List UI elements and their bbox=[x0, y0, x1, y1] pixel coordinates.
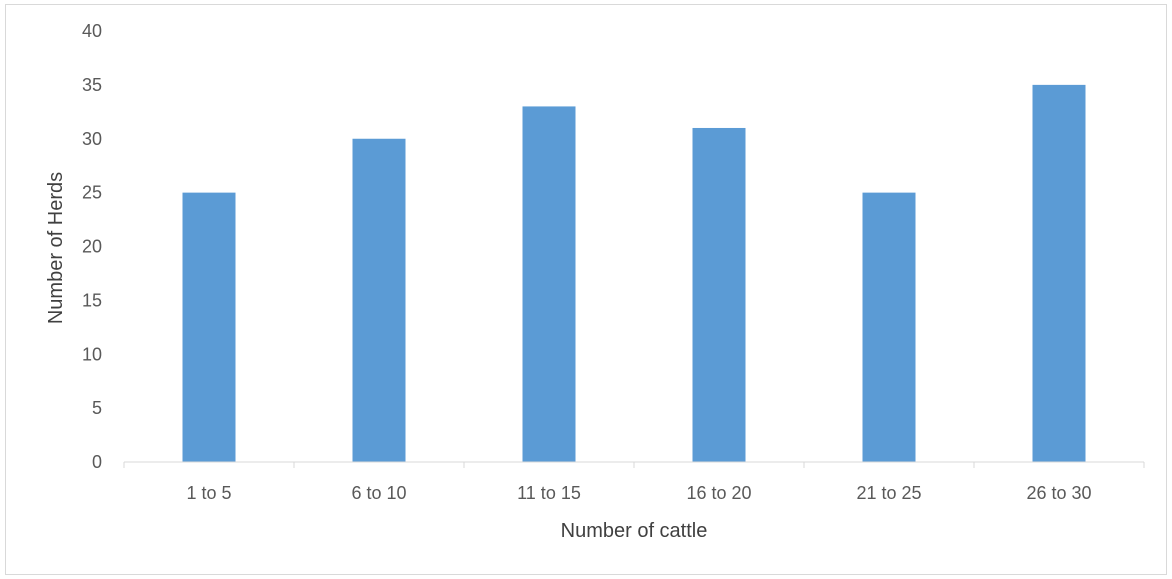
x-axis-title: Number of cattle bbox=[561, 520, 708, 542]
x-tick-label: 6 to 10 bbox=[351, 483, 406, 503]
y-tick-label: 5 bbox=[92, 398, 102, 418]
x-tick-labels: 1 to 5 6 to 10 11 to 15 16 to 20 21 to 25 26 … bbox=[186, 483, 1091, 503]
y-axis-title: Number of Herds bbox=[45, 172, 67, 324]
x-tick-marks bbox=[123, 462, 1145, 468]
bar bbox=[692, 127, 746, 462]
bar bbox=[352, 138, 406, 462]
y-tick-label: 15 bbox=[82, 290, 102, 310]
x-tick-label: 11 to 15 bbox=[517, 483, 581, 503]
y-tick-label: 25 bbox=[82, 183, 102, 203]
y-tick-labels: 0 5 10 15 20 25 30 35 40 bbox=[82, 21, 102, 472]
y-tick-label: 10 bbox=[82, 344, 102, 364]
y-tick-label: 40 bbox=[82, 21, 102, 41]
bar bbox=[182, 192, 236, 462]
bars-group bbox=[182, 84, 1086, 463]
x-tick-label: 16 to 20 bbox=[686, 483, 751, 503]
bar bbox=[862, 192, 916, 462]
x-tick-label: 21 to 25 bbox=[856, 483, 921, 503]
x-tick-label: 26 to 30 bbox=[1026, 483, 1091, 503]
y-tick-label: 35 bbox=[82, 75, 102, 95]
bar bbox=[1032, 84, 1086, 462]
y-tick-label: 20 bbox=[82, 237, 102, 257]
bar bbox=[522, 106, 576, 463]
y-tick-label: 0 bbox=[92, 452, 102, 472]
y-tick-label: 30 bbox=[82, 129, 102, 149]
x-tick-label: 1 to 5 bbox=[186, 483, 231, 503]
